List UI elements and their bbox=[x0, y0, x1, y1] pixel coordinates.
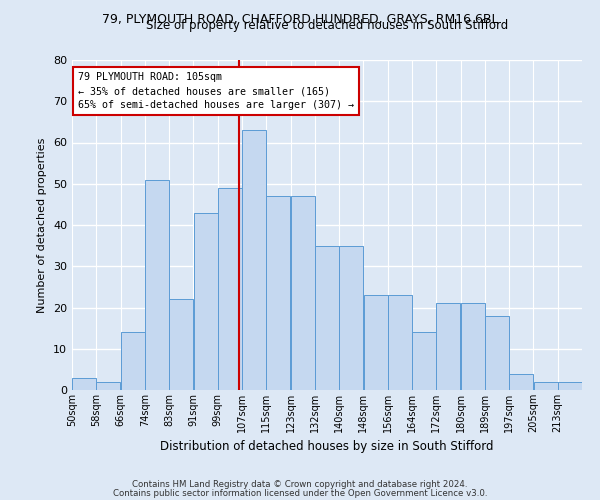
Bar bbox=[242, 130, 266, 390]
Bar bbox=[558, 382, 582, 390]
Text: 79, PLYMOUTH ROAD, CHAFFORD HUNDRED, GRAYS, RM16 6BL: 79, PLYMOUTH ROAD, CHAFFORD HUNDRED, GRA… bbox=[102, 12, 498, 26]
Bar bbox=[97, 382, 121, 390]
Bar bbox=[266, 196, 290, 390]
Bar bbox=[169, 299, 193, 390]
Bar bbox=[533, 382, 557, 390]
Text: Contains HM Land Registry data © Crown copyright and database right 2024.: Contains HM Land Registry data © Crown c… bbox=[132, 480, 468, 489]
X-axis label: Distribution of detached houses by size in South Stifford: Distribution of detached houses by size … bbox=[160, 440, 494, 454]
Bar bbox=[290, 196, 315, 390]
Bar bbox=[461, 304, 485, 390]
Bar bbox=[194, 212, 218, 390]
Bar bbox=[339, 246, 364, 390]
Bar bbox=[315, 246, 339, 390]
Title: Size of property relative to detached houses in South Stifford: Size of property relative to detached ho… bbox=[146, 20, 508, 32]
Bar bbox=[72, 378, 96, 390]
Bar bbox=[364, 295, 388, 390]
Bar bbox=[485, 316, 509, 390]
Text: 79 PLYMOUTH ROAD: 105sqm
← 35% of detached houses are smaller (165)
65% of semi-: 79 PLYMOUTH ROAD: 105sqm ← 35% of detach… bbox=[78, 72, 354, 110]
Bar bbox=[412, 332, 436, 390]
Y-axis label: Number of detached properties: Number of detached properties bbox=[37, 138, 47, 312]
Bar bbox=[509, 374, 533, 390]
Bar bbox=[218, 188, 242, 390]
Bar bbox=[388, 295, 412, 390]
Bar bbox=[436, 304, 460, 390]
Bar bbox=[145, 180, 169, 390]
Text: Contains public sector information licensed under the Open Government Licence v3: Contains public sector information licen… bbox=[113, 488, 487, 498]
Bar bbox=[121, 332, 145, 390]
